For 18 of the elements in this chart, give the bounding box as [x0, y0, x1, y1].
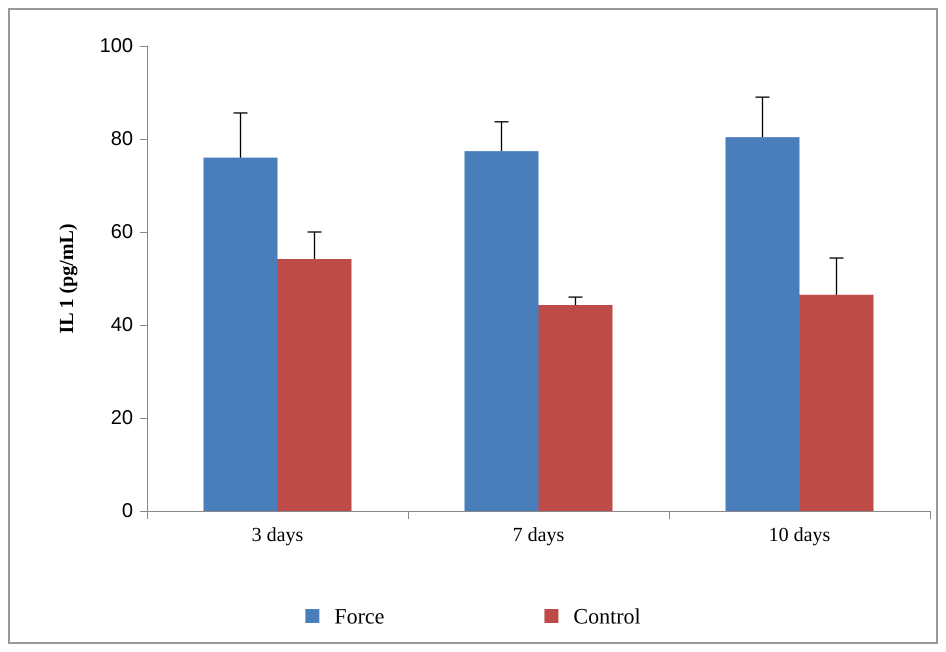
y-tick-label: 0: [122, 500, 133, 522]
bar: [726, 137, 800, 511]
legend-label: Control: [573, 604, 641, 628]
bar: [800, 294, 874, 511]
y-tick-label: 100: [100, 35, 133, 57]
x-tick-label: 10 days: [768, 524, 831, 546]
bar: [278, 258, 352, 511]
y-tick-label: 20: [110, 407, 133, 429]
bar: [204, 158, 278, 511]
y-axis-title: IL 1 (pg/mL): [56, 223, 78, 334]
x-tick-label: 7 days: [512, 524, 565, 546]
y-tick-label: 60: [110, 221, 133, 243]
bar: [538, 305, 612, 511]
y-tick-label: 80: [110, 128, 133, 150]
x-tick-label: 3 days: [252, 524, 304, 546]
y-tick-label: 40: [110, 314, 133, 336]
legend-label: Force: [334, 604, 384, 628]
bar: [464, 151, 538, 511]
